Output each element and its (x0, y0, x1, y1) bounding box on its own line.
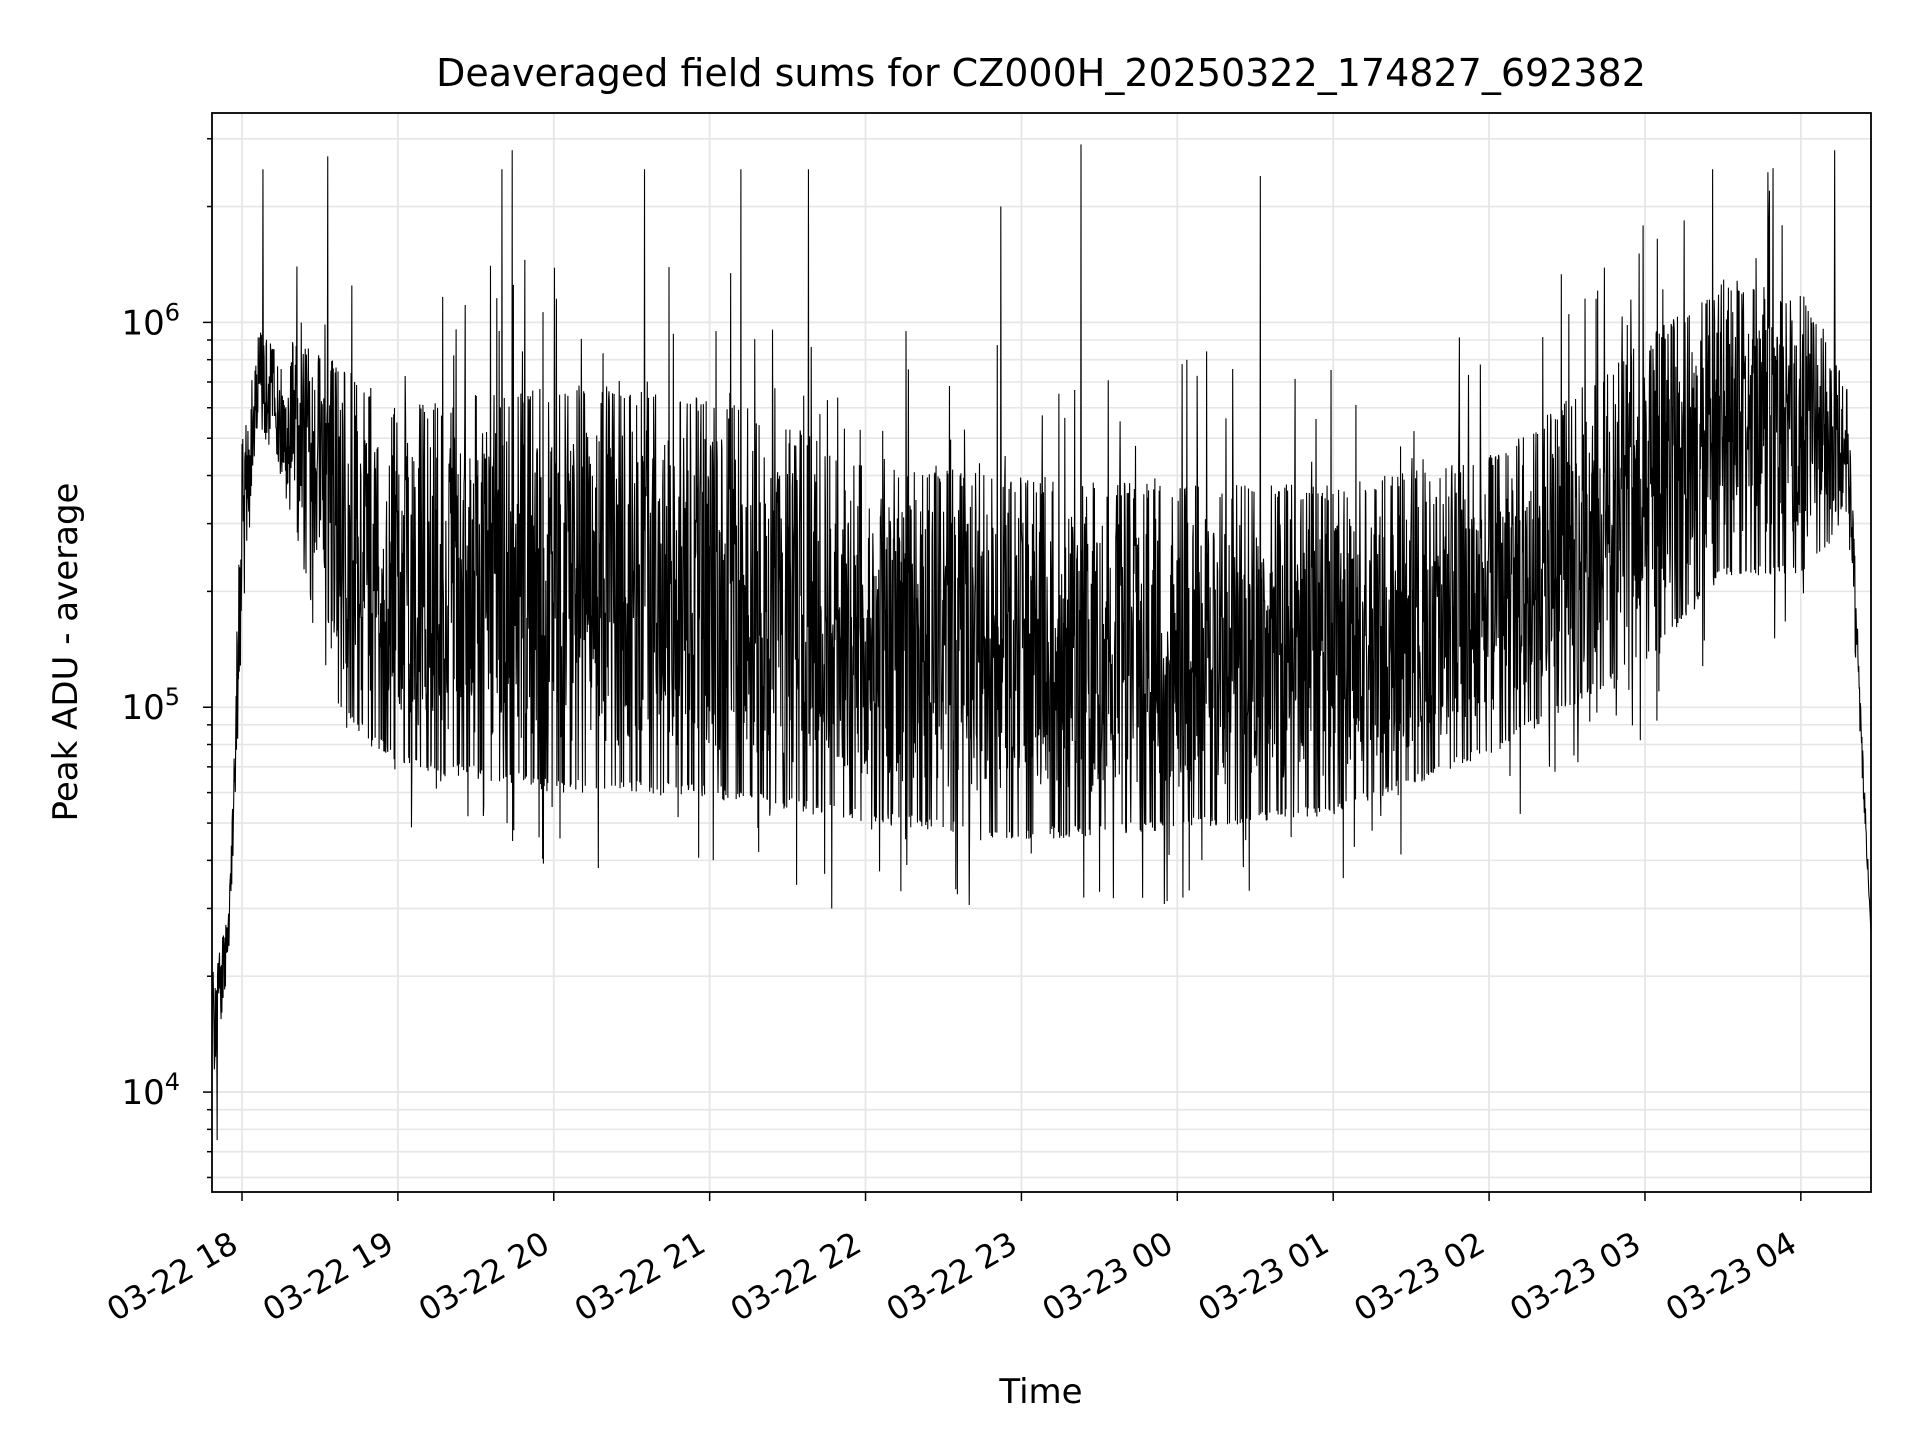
y-tick-label: 104 (121, 1068, 180, 1113)
y-axis: 104 105 106 (121, 138, 212, 1179)
x-axis-label: Time (998, 1372, 1082, 1412)
chart-title: Deaveraged field sums for CZ000H_2025032… (436, 51, 1646, 95)
series-layer (211, 144, 1872, 1141)
series-line (211, 144, 1872, 1141)
y-tick-label: 106 (121, 298, 180, 343)
y-tick-label: 105 (121, 683, 180, 728)
y-axis-label: Peak ADU - average (46, 483, 86, 822)
plot-frame (211, 112, 1872, 1193)
